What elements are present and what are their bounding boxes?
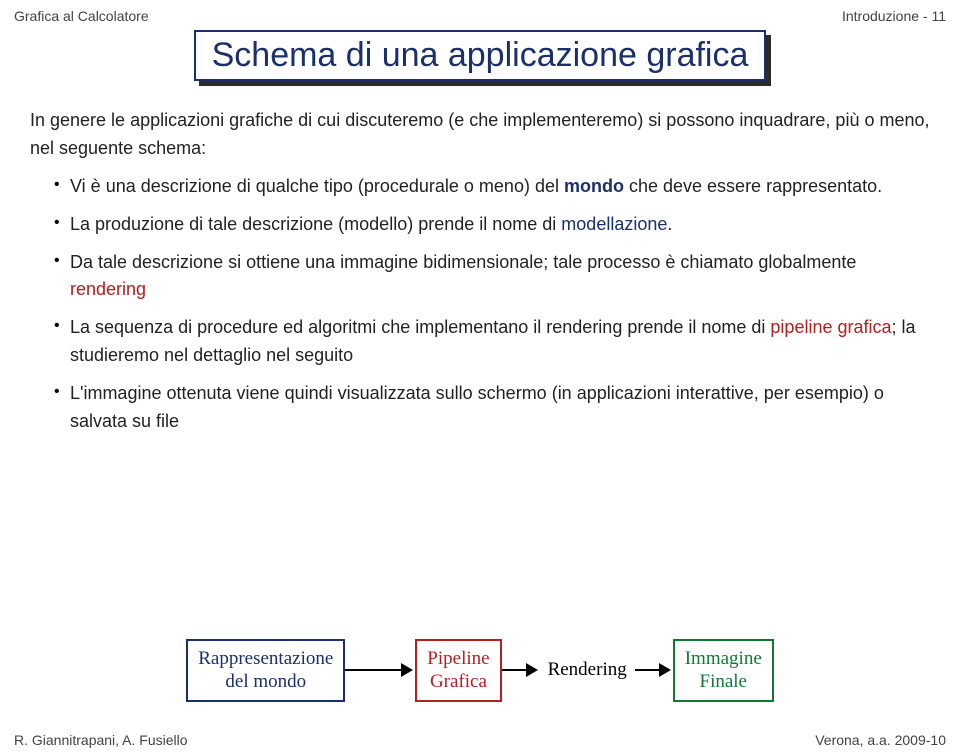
footer-left: R. Giannitrapani, A. Fusiello (14, 732, 188, 748)
bullet-item: La sequenza di procedure ed algoritmi ch… (54, 314, 930, 370)
text: . (667, 214, 672, 234)
page-title: Schema di una applicazione grafica (194, 30, 767, 81)
flow-box-rappresentazione: Rappresentazione del mondo (186, 639, 345, 703)
flow-box-line: Rappresentazione (198, 647, 333, 671)
text: Vi è una descrizione di qualche tipo (pr… (70, 176, 564, 196)
footer-right: Verona, a.a. 2009-10 (815, 732, 946, 748)
flow-box-line: del mondo (198, 670, 333, 694)
flow-diagram: Rappresentazione del mondo Pipeline Graf… (0, 639, 960, 703)
flow-box-line: Finale (685, 670, 762, 694)
header-right: Introduzione - 11 (842, 8, 946, 24)
text: La produzione di tale descrizione (model… (70, 214, 561, 234)
keyword-mondo: mondo (564, 176, 624, 196)
arrow-icon (635, 655, 673, 685)
keyword-pipeline: pipeline grafica (770, 317, 891, 337)
header-left: Grafica al Calcolatore (14, 8, 149, 24)
text: L'immagine ottenuta viene quindi visuali… (70, 383, 884, 431)
keyword-rendering: rendering (70, 279, 146, 299)
text: Da tale descrizione si ottiene una immag… (70, 252, 856, 272)
bullet-item: L'immagine ottenuta viene quindi visuali… (54, 380, 930, 436)
slide-body: In genere le applicazioni grafiche di cu… (0, 81, 960, 436)
slide-footer: R. Giannitrapani, A. Fusiello Verona, a.… (0, 732, 960, 748)
bullet-item: La produzione di tale descrizione (model… (54, 211, 930, 239)
keyword-modellazione: modellazione (561, 214, 667, 234)
bullet-item: Vi è una descrizione di qualche tipo (pr… (54, 173, 930, 201)
bullet-list: Vi è una descrizione di qualche tipo (pr… (30, 173, 930, 436)
text: che deve essere rappresentato. (624, 176, 882, 196)
text: La sequenza di procedure ed algoritmi ch… (70, 317, 770, 337)
title-container: Schema di una applicazione grafica (0, 30, 960, 81)
arrow-icon (502, 655, 540, 685)
arrow-icon (345, 655, 415, 685)
flow-box-line: Immagine (685, 647, 762, 671)
flow-box-pipeline: Pipeline Grafica (415, 639, 501, 703)
slide-header: Grafica al Calcolatore Introduzione - 11 (0, 0, 960, 24)
flow-box-immagine: Immagine Finale (673, 639, 774, 703)
bullet-item: Da tale descrizione si ottiene una immag… (54, 249, 930, 305)
flow-label-rendering: Rendering (548, 659, 627, 681)
flow-box-line: Grafica (427, 670, 489, 694)
title-box: Schema di una applicazione grafica (194, 30, 767, 81)
flow-box-line: Pipeline (427, 647, 489, 671)
intro-text: In genere le applicazioni grafiche di cu… (30, 107, 930, 163)
